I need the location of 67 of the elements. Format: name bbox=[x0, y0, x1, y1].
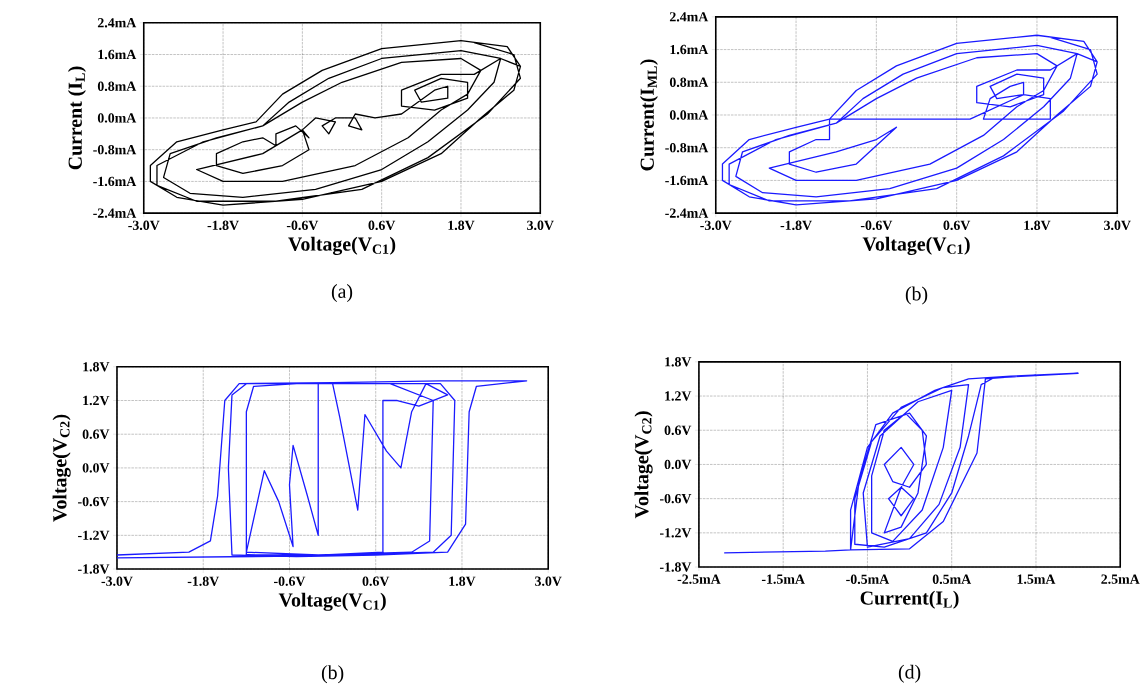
x-tick-label: 2.5mA bbox=[1101, 574, 1140, 584]
x-tick-label: 3.0V bbox=[527, 220, 554, 231]
x-tick-label: 0.6V bbox=[362, 576, 390, 586]
line-series bbox=[721, 34, 1098, 206]
x-tick-label: 1.5mA bbox=[1017, 574, 1056, 584]
x-tick-label: 0.5mA bbox=[932, 574, 972, 584]
y-tick-label: 1.6mA bbox=[98, 49, 137, 60]
y-tick-label: 0.8mA bbox=[669, 77, 709, 88]
x-tick-label: -1.8V bbox=[187, 576, 220, 586]
x-tick-label: -0.5mA bbox=[846, 574, 890, 584]
line-series bbox=[149, 40, 522, 206]
y-tick-label: 0.8mA bbox=[97, 81, 137, 91]
y-tick-label: -0.6V bbox=[659, 493, 692, 504]
y-tick-label: 0.6V bbox=[82, 429, 110, 439]
y-axis-title: Current (I$_{L}$) bbox=[67, 66, 86, 170]
x-tick-label: 1.8V bbox=[449, 576, 476, 586]
y-tick-label: -2.4mA bbox=[665, 208, 709, 218]
text: (b) bbox=[321, 665, 344, 684]
x-tick-label: -1.8V bbox=[780, 220, 812, 231]
line-series bbox=[723, 372, 1079, 554]
x-axis-title: Voltage(V$_{C1}$) bbox=[288, 236, 396, 255]
y-tick-label: 2.4mA bbox=[669, 12, 709, 22]
x-tick-label: -3.0V bbox=[101, 576, 133, 586]
x-tick-label: 3.0V bbox=[535, 576, 562, 586]
text: (d) bbox=[898, 664, 921, 683]
y-tick-label: -1.8V bbox=[78, 564, 110, 574]
x-tick-label: -3.0V bbox=[128, 220, 160, 231]
y-tick-label: -0.8mA bbox=[93, 144, 137, 155]
x-tick-label: -0.6V bbox=[860, 220, 893, 231]
y-tick-label: 0.0mA bbox=[97, 113, 137, 123]
y-tick-label: 0.0V bbox=[82, 463, 110, 473]
y-tick-label: -0.8mA bbox=[665, 143, 709, 153]
y-tick-label: -2.4mA bbox=[93, 208, 137, 218]
x-tick-label: -1.8V bbox=[207, 220, 239, 231]
y-tick-label: -1.6mA bbox=[665, 175, 709, 186]
y-tick-label: 1.6mA bbox=[670, 44, 709, 55]
x-tick-label: -2.5mA bbox=[677, 574, 721, 584]
y-tick-label: 2.4mA bbox=[97, 18, 137, 28]
y-tick-label: 1.2V bbox=[83, 395, 110, 406]
x-axis-title: Voltage(V$_{C1}$) bbox=[278, 592, 386, 611]
text: (b) bbox=[905, 286, 928, 305]
x-tick-label: 1.8V bbox=[1024, 220, 1051, 231]
y-tick-label: -1.2V bbox=[659, 528, 692, 538]
x-tick-label: -0.6V bbox=[273, 576, 306, 586]
y-tick-label: -1.6mA bbox=[93, 176, 137, 187]
x-axis-title: Voltage(V$_{C1}$) bbox=[862, 236, 970, 255]
y-tick-label: 0.6V bbox=[664, 425, 692, 435]
y-tick-label: -0.6V bbox=[78, 496, 110, 507]
y-axis-title: Voltage(V$_{C2}$) bbox=[634, 411, 653, 519]
y-axis-title: Voltage(V$_{C2}$) bbox=[52, 414, 71, 522]
x-tick-label: 3.0V bbox=[1104, 220, 1131, 231]
y-tick-label: 1.8V bbox=[83, 362, 110, 372]
y-tick-label: 1.8V bbox=[665, 357, 692, 367]
y-tick-label: -1.8V bbox=[659, 562, 692, 572]
y-tick-label: 0.0V bbox=[664, 459, 692, 470]
x-tick-label: -3.0V bbox=[700, 220, 732, 231]
y-tick-label: 0.0mA bbox=[669, 110, 709, 120]
text: (a) bbox=[331, 284, 353, 303]
y-tick-label: 1.2V bbox=[665, 391, 692, 401]
x-tick-label: -1.5mA bbox=[761, 574, 805, 584]
y-tick-label: -1.2V bbox=[78, 530, 110, 541]
x-tick-label: 0.6V bbox=[368, 220, 396, 231]
x-axis-title: Current(I$_{L}$) bbox=[860, 590, 959, 609]
x-tick-label: 1.8V bbox=[448, 220, 475, 231]
x-tick-label: 0.6V bbox=[943, 220, 971, 231]
y-axis-title: Current(I$_{ML}$) bbox=[639, 59, 658, 171]
x-tick-label: -0.6V bbox=[286, 220, 319, 231]
